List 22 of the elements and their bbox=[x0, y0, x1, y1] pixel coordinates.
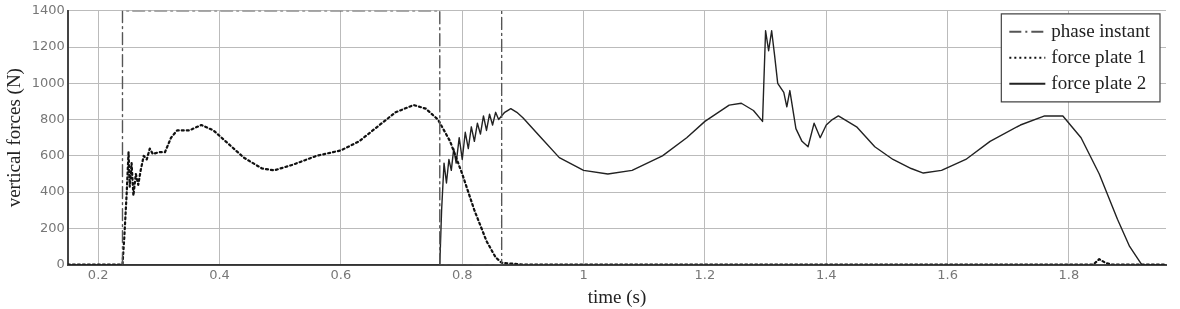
x-tick-label: 1.2 bbox=[694, 266, 716, 282]
y-tick-label: 0 bbox=[56, 255, 65, 271]
y-tick-label: 400 bbox=[40, 183, 65, 199]
legend-label: force plate 2 bbox=[1051, 71, 1147, 93]
x-tick-label: 1.8 bbox=[1058, 266, 1080, 282]
x-tick-label: 0.8 bbox=[451, 266, 473, 282]
y-tick-label: 800 bbox=[40, 110, 65, 126]
x-tick-label: 1.6 bbox=[937, 266, 958, 282]
x-tick-label: 0.2 bbox=[87, 266, 109, 282]
y-tick-label: 1000 bbox=[31, 74, 65, 90]
y-tick-label: 1200 bbox=[31, 38, 65, 54]
y-tick-label: 200 bbox=[40, 219, 65, 235]
y-tick-label: 600 bbox=[40, 147, 65, 163]
y-tick-label: 1400 bbox=[31, 2, 65, 18]
x-tick-label: 1.4 bbox=[815, 266, 837, 282]
x-tick-label: 0.4 bbox=[209, 266, 230, 282]
legend-label: force plate 1 bbox=[1051, 45, 1147, 67]
x-tick-label: 1 bbox=[579, 266, 588, 282]
x-axis-title: time (s) bbox=[587, 285, 647, 308]
legend-label: phase instant bbox=[1051, 19, 1151, 41]
x-tick-label: 0.6 bbox=[330, 266, 352, 282]
y-axis-title: vertical forces (N) bbox=[3, 68, 26, 208]
